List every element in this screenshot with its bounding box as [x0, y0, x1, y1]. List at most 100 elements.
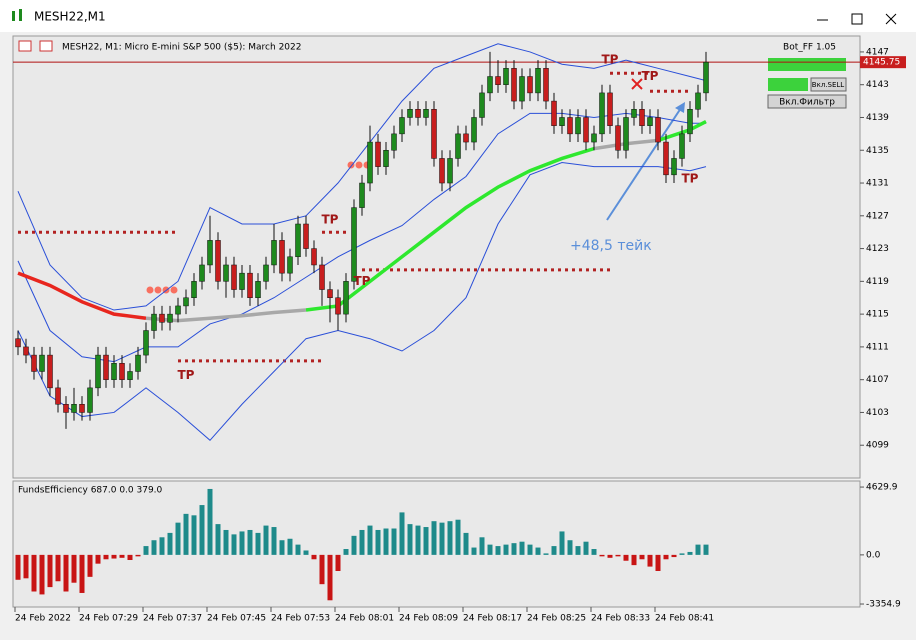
candle-body — [415, 109, 421, 118]
candle-body — [239, 272, 245, 290]
candle-body — [103, 354, 109, 380]
candle-body — [583, 117, 589, 143]
candle-body — [335, 297, 341, 315]
candle-body — [175, 305, 181, 315]
histogram-bar — [575, 546, 581, 555]
candle-body — [367, 141, 373, 184]
y-tick-label: 4107 — [866, 375, 889, 385]
candle-body — [375, 141, 381, 167]
candle-body — [95, 354, 101, 389]
green-button[interactable] — [768, 78, 808, 91]
app-icon — [12, 11, 15, 21]
candle-body — [223, 264, 229, 282]
candle-body — [519, 76, 525, 102]
main-pane — [12, 35, 861, 479]
green-button[interactable] — [768, 58, 846, 71]
histogram-bar — [95, 554, 101, 564]
histogram-bar — [431, 521, 437, 555]
histogram-bar — [367, 525, 373, 555]
candle-body — [87, 387, 93, 413]
histogram-bar — [103, 554, 109, 560]
x-tick-label: 24 Feb 08:33 — [591, 614, 650, 624]
candle-body — [559, 117, 565, 126]
histogram-bar — [487, 544, 493, 555]
candle-body — [127, 371, 133, 380]
icon — [18, 40, 32, 52]
candle-body — [199, 264, 205, 282]
histogram-bar — [255, 532, 261, 555]
y-tick-label: 4135 — [866, 146, 889, 156]
histogram-bar — [303, 550, 309, 555]
maximize-button[interactable] — [851, 13, 863, 25]
tp-marker: TP — [682, 171, 699, 185]
histogram-bar — [287, 538, 293, 555]
signal-dot — [170, 286, 178, 294]
candle-body — [631, 109, 637, 118]
candle-body — [71, 404, 77, 413]
candle-body — [23, 346, 29, 356]
y-tick-label: 4099 — [866, 441, 889, 451]
x-tick-label: 24 Feb 08:09 — [399, 614, 458, 624]
histogram-bar — [703, 544, 709, 555]
histogram-bar — [543, 553, 549, 555]
candle-body — [623, 117, 629, 151]
histogram-bar — [479, 537, 485, 555]
candle-body — [407, 109, 413, 118]
histogram-bar — [503, 544, 509, 555]
histogram-bar — [279, 540, 285, 555]
histogram-bar — [47, 554, 53, 588]
candle-body — [39, 354, 45, 372]
histogram-bar — [215, 524, 221, 555]
y-tick-label: -3354.9 — [866, 600, 901, 610]
histogram-bar — [399, 512, 405, 555]
y-tick-label: 4139 — [866, 113, 889, 123]
histogram-bar — [319, 554, 325, 585]
histogram-bar — [439, 522, 445, 555]
close-button[interactable] — [885, 13, 897, 25]
candle-body — [447, 158, 453, 184]
x-tick-label: 24 Feb 08:41 — [655, 614, 714, 624]
histogram-bar — [343, 549, 349, 555]
histogram-bar — [239, 531, 245, 555]
histogram-bar — [647, 554, 653, 567]
histogram-bar — [351, 535, 357, 555]
histogram-bar — [455, 519, 461, 555]
histogram-bar — [119, 554, 125, 558]
candle-body — [455, 133, 461, 159]
candle-body — [535, 68, 541, 94]
bot-label: Bot_FF 1.05 — [783, 43, 836, 53]
candle-body — [319, 264, 325, 290]
histogram-bar — [175, 522, 181, 555]
y-tick-label: 4119 — [866, 277, 889, 287]
y-tick-label: 0.0 — [866, 550, 881, 560]
candle-body — [191, 281, 197, 298]
sell-button[interactable] — [810, 77, 847, 92]
histogram-bar — [271, 527, 277, 555]
candle-body — [527, 76, 533, 94]
filter-button[interactable] — [767, 94, 847, 109]
histogram-bar — [495, 546, 501, 555]
histogram-bar — [695, 544, 701, 555]
candle-body — [279, 240, 285, 274]
histogram-bar — [263, 525, 269, 555]
histogram-bar — [527, 544, 533, 555]
title-bar — [0, 0, 916, 32]
y-tick-label: 4115 — [866, 310, 889, 320]
sell-button-label: Вкл.SELL — [812, 81, 844, 89]
x-tick-label: 24 Feb 08:17 — [463, 614, 522, 624]
signal-dot — [154, 286, 162, 294]
candle-body — [463, 133, 469, 143]
candle-body — [663, 141, 669, 176]
histogram-bar — [591, 549, 597, 555]
x-tick-label: 24 Feb 08:01 — [335, 614, 394, 624]
candle-body — [703, 61, 709, 94]
histogram-bar — [231, 534, 237, 555]
candle-body — [31, 354, 37, 372]
histogram-bar — [127, 554, 133, 561]
histogram-bar — [679, 553, 685, 555]
candle-body — [567, 117, 573, 135]
tp-marker: TP — [354, 274, 371, 288]
filter-button-label: Вкл.Фильтр — [779, 98, 835, 108]
histogram-bar — [567, 540, 573, 555]
